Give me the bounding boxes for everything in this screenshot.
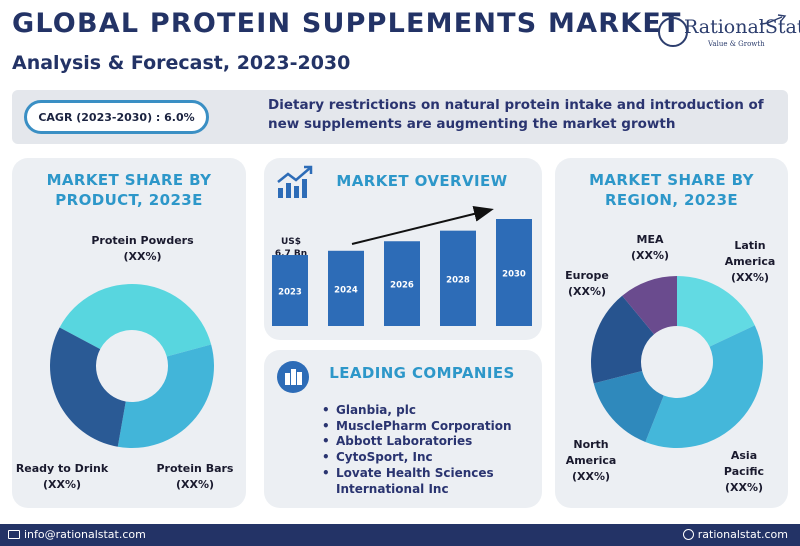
cagr-note: Dietary restrictions on natural protein … <box>268 97 764 132</box>
label-north-america: North America (XX%) <box>560 437 622 485</box>
label-ready-to-drink-value: (XX%) <box>42 478 82 491</box>
cagr-banner: CAGR (2023-2030) : 6.0% Dietary restrict… <box>12 90 788 144</box>
company-item: • MusclePharm Corporation <box>322 418 512 433</box>
label-north-america-l2: America <box>565 454 617 467</box>
label-mea-l2: (XX%) <box>630 249 670 262</box>
company-item: • Glanbia, plc <box>322 403 416 417</box>
company-item-continued: International Inc <box>322 482 511 498</box>
product-share-title: MARKET SHARE BY PRODUCT, 2023E <box>12 170 246 210</box>
page-title: GLOBAL PROTEIN SUPPLEMENTS MARKET <box>12 8 682 39</box>
label-europe-l2: (XX%) <box>567 285 607 298</box>
rationalstat-logo: RationalStat Value & Growth <box>658 14 800 54</box>
label-protein-bars: Protein Bars (XX%) <box>150 461 240 493</box>
growth-chart-icon <box>277 165 313 198</box>
label-protein-bars-name: Protein Bars <box>156 462 234 475</box>
label-latin-america-l2: America <box>724 255 776 268</box>
footer-website[interactable]: rationalstat.com <box>682 528 788 541</box>
company-name: CytoSport, Inc <box>336 450 433 465</box>
logo-arrow-icon <box>759 14 787 25</box>
footer-website-text[interactable]: rationalstat.com <box>697 528 788 541</box>
page-subtitle: Analysis & Forecast, 2023-2030 <box>12 52 351 74</box>
product-share-title-line2: PRODUCT, 2023E <box>55 191 203 209</box>
footer-email-text[interactable]: info@rationalstat.com <box>24 528 146 541</box>
region-share-title-line2: REGION, 2023E <box>604 191 739 209</box>
cagr-badge: CAGR (2023-2030) : 6.0% <box>24 100 209 134</box>
product-share-title-line1: MARKET SHARE BY <box>46 171 212 189</box>
label-north-america-l3: (XX%) <box>571 470 611 483</box>
market-overview-panel: MARKET OVERVIEW <box>264 158 542 340</box>
market-overview-title: MARKET OVERVIEW <box>336 172 508 190</box>
label-latin-america: Latin America (XX%) <box>716 238 784 286</box>
footer-email[interactable]: info@rationalstat.com <box>8 528 146 541</box>
label-protein-bars-value: (XX%) <box>175 478 215 491</box>
region-share-title: MARKET SHARE BY REGION, 2023E <box>555 170 788 210</box>
label-latin-america-l1: Latin <box>734 239 766 252</box>
product-share-panel: MARKET SHARE BY PRODUCT, 2023E <box>12 158 246 508</box>
company-item: • CytoSport, Inc <box>322 450 433 465</box>
label-europe-l1: Europe <box>565 269 609 282</box>
region-share-title-line1: MARKET SHARE BY <box>589 171 754 189</box>
globe-icon <box>682 529 694 540</box>
company-name: MusclePharm Corporation <box>336 418 512 433</box>
label-asia-pacific-l2: Pacific <box>723 465 765 478</box>
label-asia-pacific-l3: (XX%) <box>724 481 764 494</box>
label-mea-l1: MEA <box>636 233 664 246</box>
label-protein-powders: Protein Powders (XX%) <box>80 233 205 265</box>
label-asia-pacific: Asia Pacific (XX%) <box>712 448 776 496</box>
buildings-icon <box>277 361 309 393</box>
label-ready-to-drink: Ready to Drink (XX%) <box>14 461 110 493</box>
companies-list: • Glanbia, plc • MusclePharm Corporation •… <box>322 403 511 497</box>
label-europe: Europe (XX%) <box>558 268 616 300</box>
email-icon <box>8 530 20 539</box>
company-name: Lovate Health Sciences <box>336 465 494 480</box>
company-item: • Lovate Health Sciences <box>322 465 494 480</box>
leading-companies-title: LEADING COMPANIES <box>329 364 515 382</box>
label-north-america-l1: North <box>573 438 609 451</box>
logo-tagline: Value & Growth <box>708 40 765 48</box>
logo-circle-icon <box>658 17 688 47</box>
label-latin-america-l3: (XX%) <box>730 271 770 284</box>
label-protein-powders-value: (XX%) <box>123 250 162 263</box>
company-name: International Inc <box>336 481 449 496</box>
label-asia-pacific-l1: Asia <box>730 449 758 462</box>
footer-bar: info@rationalstat.com rationalstat.com <box>0 524 800 546</box>
leading-companies-panel: LEADING COMPANIES <box>264 350 542 508</box>
label-ready-to-drink-name: Ready to Drink <box>15 462 109 475</box>
label-protein-powders-name: Protein Powders <box>91 234 194 247</box>
company-item: • Abbott Laboratories <box>322 434 473 449</box>
company-name: Abbott Laboratories <box>336 434 473 449</box>
company-name: Glanbia, plc <box>336 403 416 417</box>
label-mea: MEA (XX%) <box>624 232 676 264</box>
